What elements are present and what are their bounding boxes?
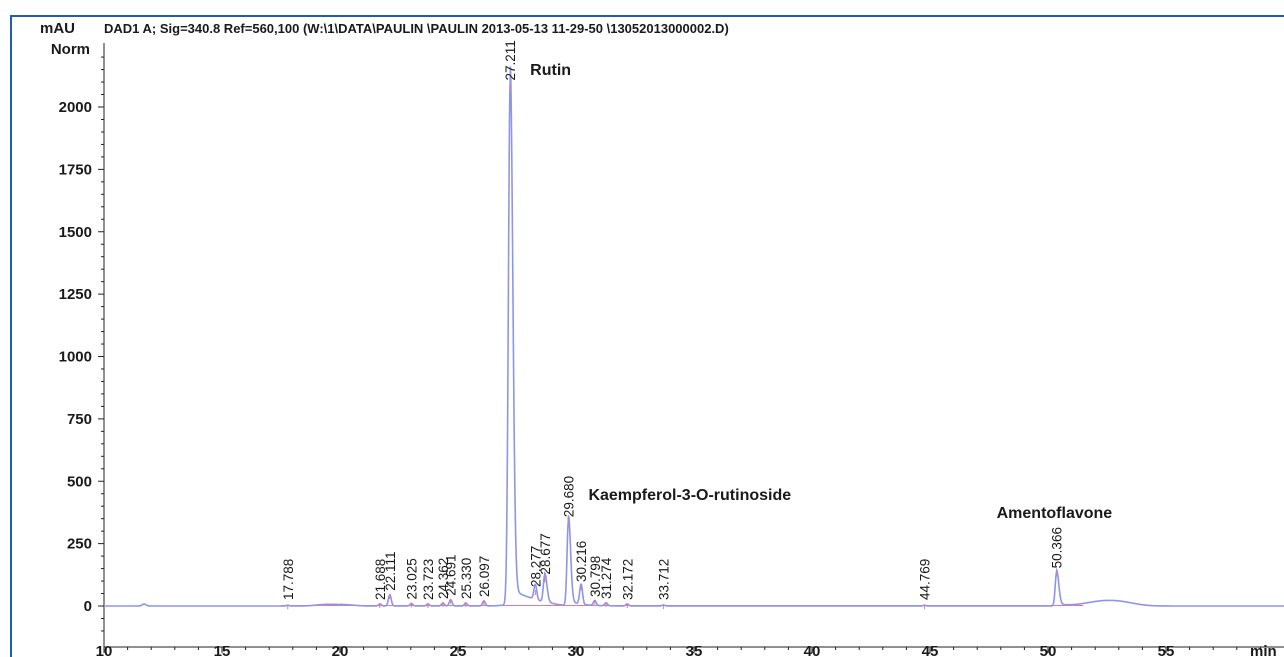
compound-annotation: Amentoflavone xyxy=(997,505,1113,522)
x-tick-label: 10 xyxy=(96,643,113,657)
peak-rt-label: 25.330 xyxy=(459,558,474,599)
y-tick-label: 250 xyxy=(67,536,92,553)
peak-rt-label: 24.691 xyxy=(444,554,459,595)
x-tick-label: 55 xyxy=(1158,643,1175,657)
peak-rt-label: 33.712 xyxy=(657,559,672,600)
peak-rt-label: 27.211 xyxy=(503,40,518,80)
y-tick-label: 1750 xyxy=(59,161,92,178)
x-tick-label: 35 xyxy=(686,643,703,657)
y-tick-label: 750 xyxy=(67,411,92,428)
chromatogram-trace xyxy=(104,66,1284,607)
y-tick-label: 1500 xyxy=(59,224,92,241)
y-axis-norm-label: Norm xyxy=(51,41,90,58)
x-tick-label: 40 xyxy=(804,643,821,657)
peak-rt-label: 32.172 xyxy=(620,559,635,600)
x-tick-label: 30 xyxy=(568,643,585,657)
peak-rt-label: 50.366 xyxy=(1050,527,1065,568)
chromatogram-trace-layer xyxy=(104,66,1284,607)
peak-rt-label: 31.274 xyxy=(599,557,614,599)
y-tick-label: 500 xyxy=(67,473,92,490)
y-tick-label: 1250 xyxy=(59,286,92,303)
peak-rt-label: 30.216 xyxy=(574,541,589,582)
peak-rt-label: 23.723 xyxy=(421,559,436,600)
x-tick-label: 45 xyxy=(922,643,939,657)
compound-annotation: Rutin xyxy=(530,62,571,79)
x-tick-label: 50 xyxy=(1040,643,1057,657)
peak-rt-label: 24.362 xyxy=(436,558,451,599)
peak-rt-label: 26.097 xyxy=(477,556,492,597)
peak-rt-label: 21.688 xyxy=(373,559,388,600)
y-tick-label: 1000 xyxy=(59,349,92,366)
peak-rt-label: 23.025 xyxy=(404,558,419,599)
peak-rt-label: 28.277 xyxy=(528,546,543,587)
x-tick-label: 25 xyxy=(450,643,467,657)
x-tick-label: 15 xyxy=(214,643,231,657)
y-tick-label: 2000 xyxy=(59,99,92,116)
peak-rt-label: 44.769 xyxy=(918,559,933,600)
peak-rt-label: 22.111 xyxy=(383,551,398,590)
x-axis-unit: min xyxy=(1250,643,1277,657)
plot-frame xyxy=(10,15,1284,657)
peak-rt-label: 17.788 xyxy=(281,559,296,600)
peak-rt-label: 29.680 xyxy=(561,476,576,517)
y-axis-unit: mAU xyxy=(40,20,75,37)
compound-annotation: Kaempferol-3-O-rutinoside xyxy=(588,487,791,504)
peak-rt-label: 28.677 xyxy=(538,533,553,574)
peak-rt-label: 30.798 xyxy=(588,556,603,597)
x-tick-label: 20 xyxy=(332,643,349,657)
y-tick-label: 0 xyxy=(84,598,92,615)
axes: 0 250 500 750 1000 1250 1500 1750 2000 10 15 20 25 30… xyxy=(59,43,1284,657)
chart-title: DAD1 A; Sig=340.8 Ref=560,100 (W:\1\DATA… xyxy=(104,21,729,36)
